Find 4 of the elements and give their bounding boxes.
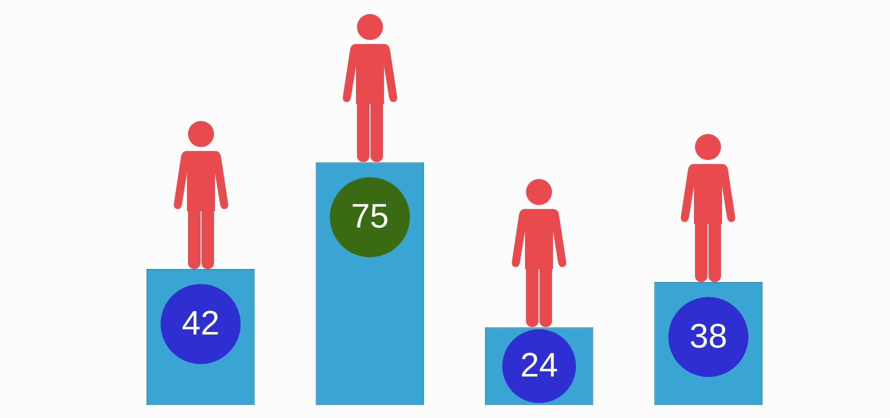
data-label: 42: [182, 304, 220, 342]
data-label: 75: [350, 198, 389, 236]
data-label: 38: [689, 317, 728, 356]
data-label: 24: [520, 346, 558, 385]
